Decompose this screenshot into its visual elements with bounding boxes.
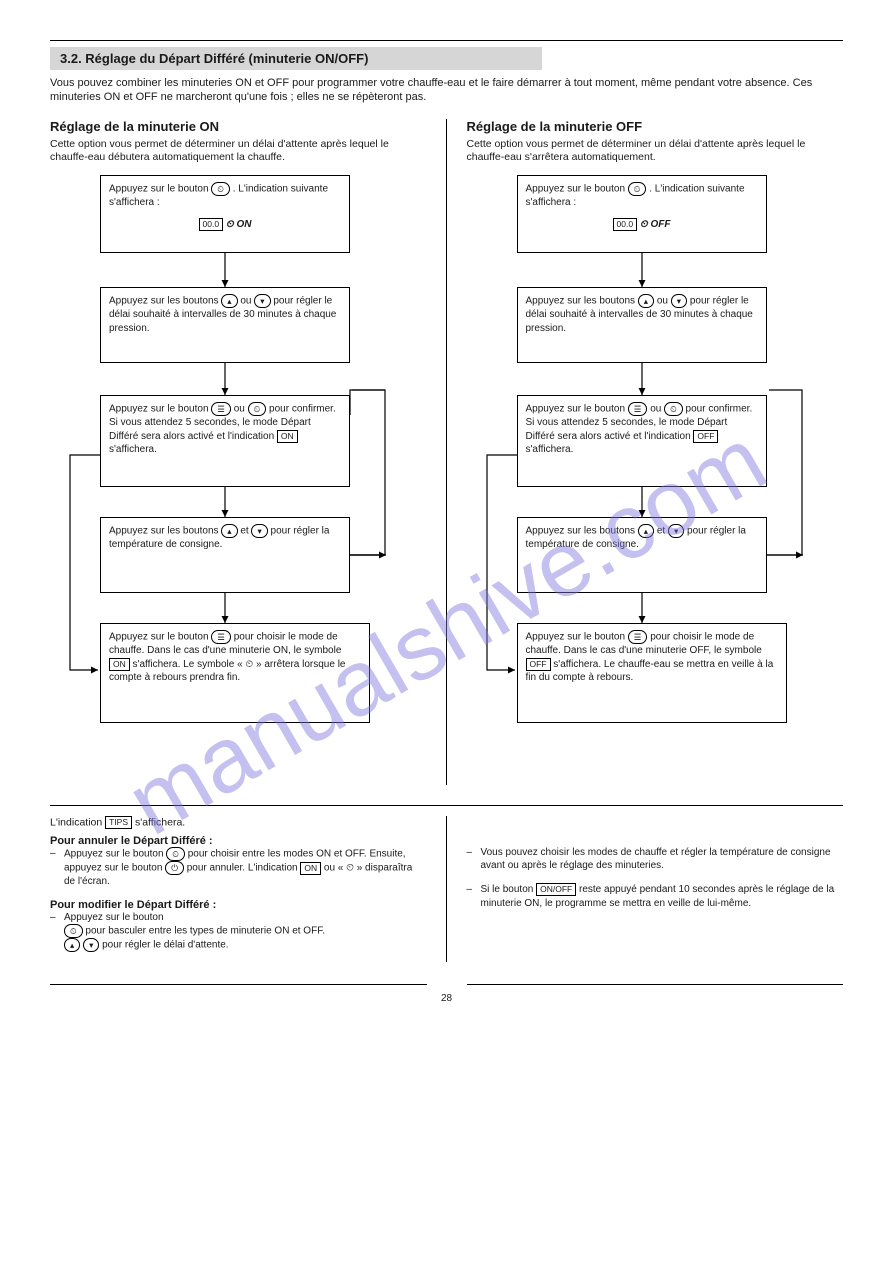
text: L'indication	[50, 816, 105, 828]
text: Appuyez sur les boutons	[526, 296, 638, 307]
text: s'affichera.	[132, 816, 185, 828]
tips-right: –Vous pouvez choisir les modes de chauff…	[447, 816, 844, 963]
timer-icon: ⏲	[211, 182, 230, 196]
display-value: ON	[300, 862, 321, 875]
text: s'affichera.	[109, 444, 157, 455]
left-column: Réglage de la minuterie ON Cette option …	[50, 119, 447, 785]
text: Appuyez sur le bouton	[526, 404, 628, 415]
right-box-3: Appuyez sur le bouton ☰ ou ⏲ pour confir…	[517, 395, 767, 487]
text: et	[654, 526, 668, 537]
up-icon: ▴	[64, 938, 80, 952]
text: Appuyez sur le bouton	[109, 404, 211, 415]
down-icon: ▾	[251, 524, 267, 538]
up-icon: ▴	[221, 294, 237, 308]
text: Appuyez sur les boutons	[526, 526, 638, 537]
text: Appuyez sur le bouton	[526, 632, 628, 643]
left-col-sub: Cette option vous permet de déterminer u…	[50, 138, 426, 165]
display-value: OFF	[526, 658, 551, 671]
onoff-label: ON/OFF	[536, 883, 576, 896]
left-box-2: Appuyez sur les boutons ▴ ou ▾ pour régl…	[100, 287, 350, 363]
text: Appuyez sur le bouton	[109, 184, 211, 195]
up-icon: ▴	[638, 294, 654, 308]
left-box-4: Appuyez sur les boutons ▴ et ▾ pour régl…	[100, 517, 350, 593]
right-box-1: Appuyez sur le bouton ⏲ . L'indication s…	[517, 175, 767, 253]
timer-icon: ⏲	[664, 402, 683, 416]
tips-label: TIPS	[105, 816, 132, 829]
left-flowchart: Appuyez sur le bouton ⏲ . L'indication s…	[50, 175, 426, 785]
text: Appuyez sur les boutons	[109, 296, 221, 307]
text: pour régler le délai d'attente.	[102, 940, 228, 951]
text: pour annuler. L'indication	[184, 863, 300, 874]
text: s'affichera.	[526, 444, 574, 455]
display-value: 00.0	[199, 218, 224, 231]
text: Appuyez sur le bouton	[526, 184, 628, 195]
timer-icon: ⏲	[248, 402, 267, 416]
text: Appuyez sur le bouton	[109, 632, 211, 643]
tips-header: L'indication TIPS s'affichera.	[50, 816, 426, 829]
down-icon: ▾	[668, 524, 684, 538]
display-value: ON	[277, 430, 298, 443]
off-indicator: ⏲ OFF	[640, 219, 671, 230]
down-icon: ▾	[83, 938, 99, 952]
menu-icon: ☰	[628, 630, 648, 644]
text: ou	[654, 296, 671, 307]
tip-item: – Appuyez sur le bouton ⏲ pour choisir e…	[50, 847, 426, 889]
text: ou	[647, 404, 664, 415]
right-col-title: Réglage de la minuterie OFF	[467, 119, 844, 134]
right-box-5: Appuyez sur le bouton ☰ pour choisir le …	[517, 623, 787, 723]
text: pour basculer entre les types de minuter…	[85, 926, 325, 937]
two-column-flowcharts: Réglage de la minuterie ON Cette option …	[50, 119, 843, 785]
left-box-1: Appuyez sur le bouton ⏲ . L'indication s…	[100, 175, 350, 253]
tips-section: L'indication TIPS s'affichera. Pour annu…	[50, 805, 843, 963]
down-icon: ▾	[254, 294, 270, 308]
right-box-4: Appuyez sur les boutons ▴ et ▾ pour régl…	[517, 517, 767, 593]
tips-title-2: Pour modifier le Départ Différé :	[50, 899, 426, 911]
menu-icon: ☰	[628, 402, 648, 416]
on-indicator: ⏲ ON	[226, 219, 252, 230]
text: Appuyez sur les boutons	[109, 526, 221, 537]
tip-item: – Si le bouton ON/OFF reste appuyé penda…	[467, 883, 844, 910]
text: Appuyez sur le bouton	[64, 849, 166, 860]
text: Appuyez sur le bouton	[64, 912, 164, 923]
menu-icon: ☰	[211, 630, 231, 644]
right-column: Réglage de la minuterie OFF Cette option…	[447, 119, 844, 785]
display-value: ON	[109, 658, 130, 671]
text: s'affichera. Le chauffe-eau se mettra en…	[526, 659, 774, 684]
timer-icon: ⏲	[64, 924, 83, 938]
right-box-2: Appuyez sur les boutons ▴ ou ▾ pour régl…	[517, 287, 767, 363]
right-flowchart: Appuyez sur le bouton ⏲ . L'indication s…	[467, 175, 844, 785]
text: s'affichera. Le symbole « ⏲ » arrêtera l…	[109, 659, 346, 684]
text: ou	[231, 404, 248, 415]
timer-icon: ⏲	[166, 847, 185, 861]
timer-icon: ⏲	[628, 182, 647, 196]
down-icon: ▾	[671, 294, 687, 308]
tips-left: L'indication TIPS s'affichera. Pour annu…	[50, 816, 447, 963]
right-col-sub: Cette option vous permet de déterminer u…	[467, 138, 844, 165]
up-icon: ▴	[638, 524, 654, 538]
display-value: 00.0	[613, 218, 638, 231]
intro-text: Vous pouvez combiner les minuteries ON e…	[50, 76, 843, 105]
tips-title: Pour annuler le Départ Différé :	[50, 835, 426, 847]
text: Vous pouvez choisir les modes de chauffe…	[481, 846, 844, 873]
left-box-3: Appuyez sur le bouton ☰ ou ⏲ pour confir…	[100, 395, 350, 487]
menu-icon: ☰	[211, 402, 231, 416]
section-title-bar: 3.2. Réglage du Départ Différé (minuteri…	[50, 47, 542, 70]
page-top-rule	[50, 40, 843, 41]
tip-item: – Appuyez sur le bouton ⏲ pour basculer …	[50, 911, 426, 953]
text: et	[238, 526, 252, 537]
left-col-title: Réglage de la minuterie ON	[50, 119, 426, 134]
text: Si le bouton	[481, 884, 537, 895]
left-box-5: Appuyez sur le bouton ☰ pour choisir le …	[100, 623, 370, 723]
page-number: 28	[50, 993, 843, 1004]
power-icon: ⏻	[165, 861, 184, 875]
display-value: OFF	[693, 430, 718, 443]
bottom-divider	[50, 984, 843, 985]
text: ou	[238, 296, 255, 307]
up-icon: ▴	[221, 524, 237, 538]
tip-item: –Vous pouvez choisir les modes de chauff…	[467, 846, 844, 873]
